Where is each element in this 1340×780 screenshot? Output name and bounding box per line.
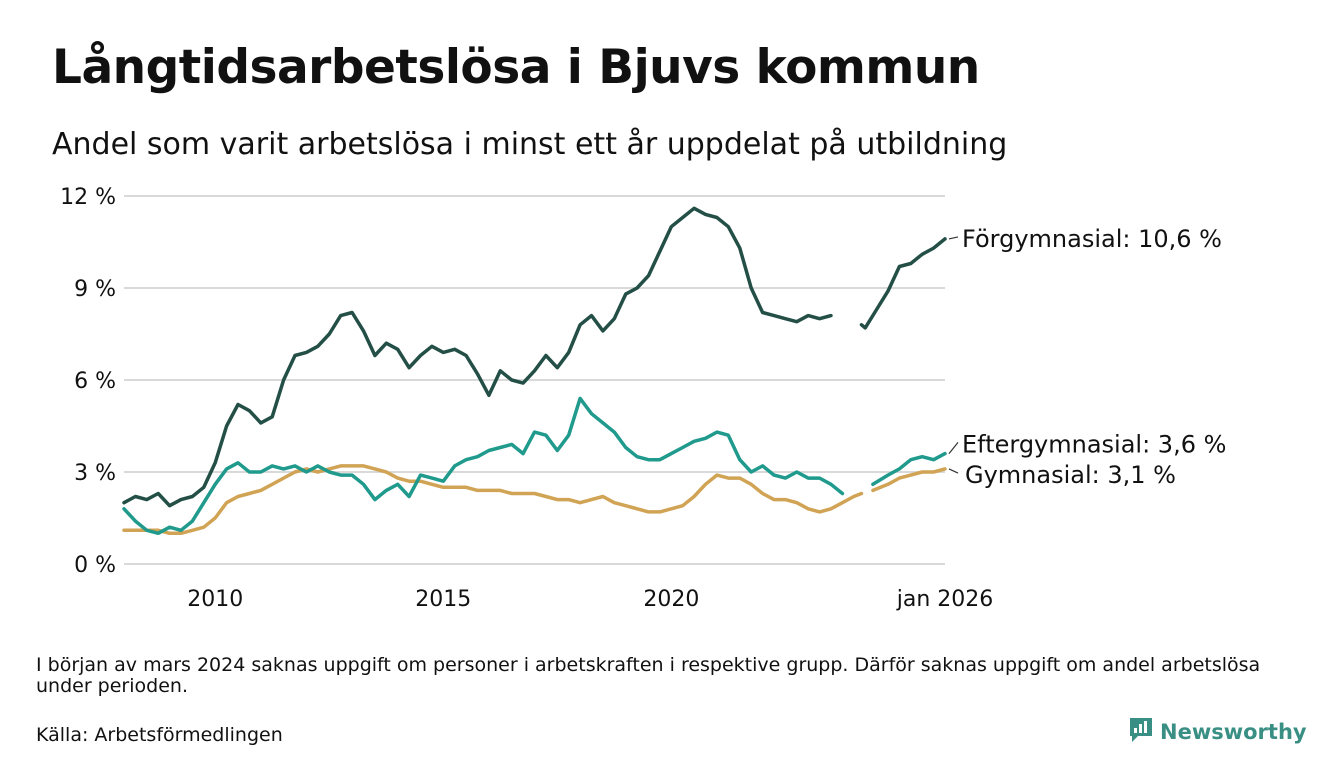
x-tick-label: 2010 [187, 587, 243, 612]
end-labels: Förgymnasial: 10,6 % Eftergymnasial: 3,6 … [948, 225, 1226, 489]
source-note: Källa: Arbetsförmedlingen [36, 724, 283, 746]
series-line-eftergymnasial [871, 451, 947, 487]
x-axis-ticks: 2010 2015 2020 jan 2026 [187, 587, 993, 612]
end-label-gymnasial: Gymnasial: 3,1 % [965, 461, 1176, 489]
x-tick-label: 2015 [415, 587, 471, 612]
brand-logo: Newsworthy [1128, 716, 1307, 748]
end-label-leader [948, 236, 959, 240]
y-tick-label: 0 % [74, 553, 116, 578]
newsworthy-icon [1128, 716, 1154, 748]
series-lines [122, 206, 947, 536]
series-line-forgymnasial [859, 237, 947, 330]
end-label-eftergymnasial: Eftergymnasial: 3,6 % [962, 430, 1226, 458]
x-tick-label: 2020 [643, 587, 699, 612]
footnote: I början av mars 2024 saknas uppgift om … [36, 654, 1261, 697]
end-label-leader [948, 468, 959, 474]
x-tick-label: jan 2026 [896, 587, 994, 612]
y-tick-label: 3 % [74, 461, 116, 486]
y-axis-ticks: 0 % 3 % 6 % 9 % 12 % [60, 185, 116, 578]
line-chart: 0 % 3 % 6 % 9 % 12 % 2010 2015 2020 jan 2026 Fö… [60, 185, 1226, 612]
series-line-eftergymnasial [122, 396, 845, 536]
y-tick-label: 9 % [74, 277, 116, 302]
brand-name: Newsworthy [1160, 720, 1307, 744]
end-label-forgymnasial: Förgymnasial: 10,6 % [962, 225, 1222, 253]
grid-lines [124, 195, 945, 565]
y-tick-label: 6 % [74, 369, 116, 394]
series-line-gymnasial [122, 464, 864, 536]
end-label-leader [948, 442, 959, 454]
series-line-forgymnasial [122, 206, 833, 508]
y-tick-label: 12 % [60, 185, 116, 210]
chart-subtitle: Andel som varit arbetslösa i minst ett å… [52, 127, 1008, 162]
chart-title: Långtidsarbetslösa i Bjuvs kommun [52, 40, 980, 95]
series-line-gymnasial [871, 467, 947, 493]
